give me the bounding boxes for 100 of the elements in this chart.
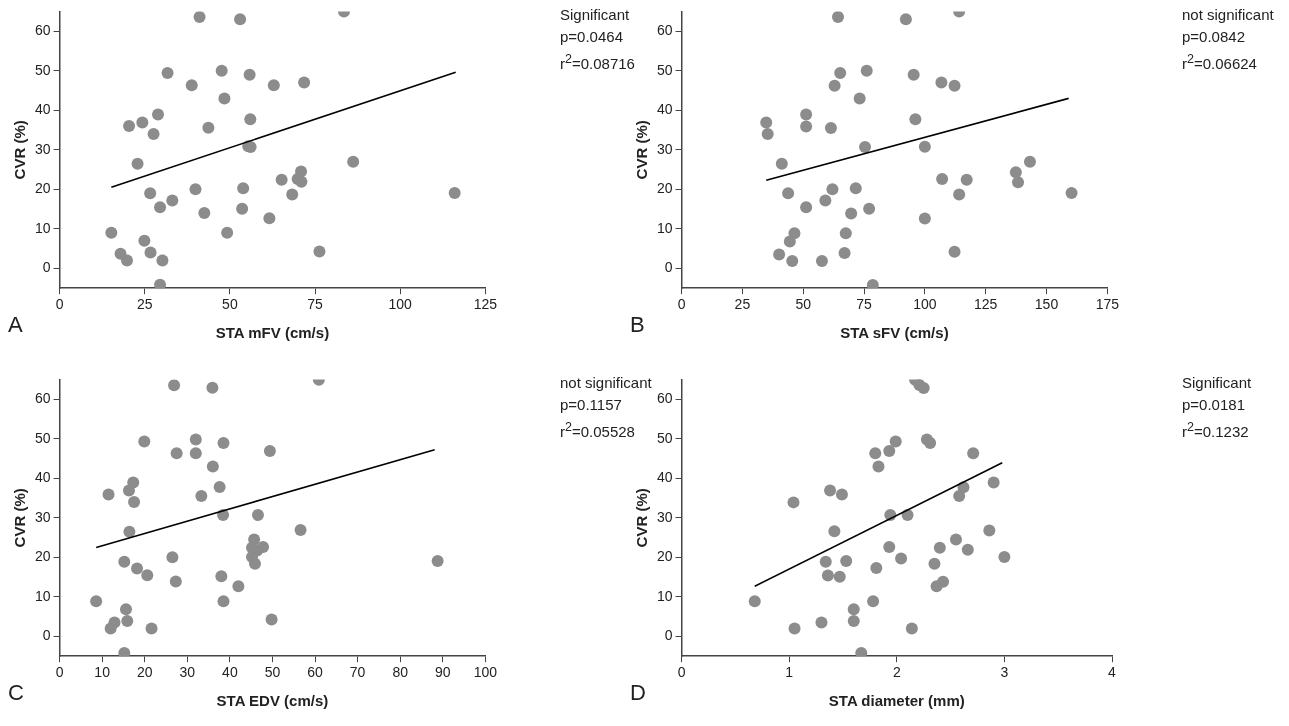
- point: [294, 524, 307, 537]
- x-tick-label: 20: [136, 664, 153, 681]
- point: [987, 476, 1000, 489]
- point: [967, 447, 980, 460]
- point: [917, 382, 930, 395]
- point: [899, 13, 912, 26]
- y-tick-label: 30: [34, 508, 51, 525]
- point: [907, 68, 920, 81]
- point: [863, 202, 876, 215]
- point: [166, 194, 179, 207]
- x-axis-title: STA sFV (cm/s): [840, 324, 949, 342]
- point: [828, 79, 841, 92]
- point: [787, 496, 800, 509]
- point: [298, 76, 311, 89]
- y-tick-label: 30: [34, 140, 51, 157]
- point: [431, 554, 444, 567]
- point: [847, 603, 860, 616]
- text: r$^{2}$=0.06624: [1182, 52, 1257, 72]
- point: [206, 381, 219, 394]
- point: [138, 234, 151, 247]
- point: [832, 11, 844, 23]
- text: Significant: [560, 6, 630, 23]
- point: [819, 555, 832, 568]
- x-tick-label: 4: [1108, 664, 1117, 681]
- x-tick-label: 75: [856, 296, 873, 313]
- y-tick-label: 50: [34, 61, 51, 78]
- point: [883, 444, 896, 457]
- y-axis-title: CVR (%): [633, 488, 651, 548]
- point: [840, 554, 853, 567]
- point: [189, 447, 202, 460]
- point: [866, 279, 879, 289]
- point: [251, 509, 264, 522]
- point: [775, 157, 788, 170]
- point: [949, 533, 962, 546]
- point: [828, 525, 841, 538]
- y-tick-label: 20: [34, 548, 51, 565]
- point: [761, 127, 774, 140]
- text: not significant: [560, 374, 652, 391]
- point: [313, 245, 326, 258]
- point: [102, 488, 115, 501]
- point: [221, 226, 234, 239]
- point: [961, 543, 974, 556]
- y-tick-label: 50: [656, 429, 673, 446]
- point: [265, 613, 278, 626]
- point: [867, 595, 880, 608]
- x-tick-label: 25: [734, 296, 751, 313]
- x-axis-title: STA diameter (mm): [828, 692, 965, 710]
- point: [1065, 186, 1078, 199]
- point: [122, 484, 135, 497]
- y-tick-label: 60: [656, 390, 673, 407]
- y-tick-label: 0: [42, 627, 51, 644]
- point: [267, 79, 280, 92]
- point: [189, 183, 202, 196]
- y-tick-label: 10: [656, 219, 673, 236]
- y-tick-label: 40: [656, 469, 673, 486]
- point: [144, 246, 157, 259]
- point: [202, 121, 215, 134]
- text: C: [8, 680, 24, 706]
- point: [206, 460, 219, 473]
- x-tick-label: 100: [913, 296, 937, 313]
- point: [849, 182, 862, 195]
- y-axis-title: CVR (%): [633, 120, 651, 180]
- point: [147, 127, 160, 140]
- text: r$^{2}$=0.08716: [560, 52, 635, 72]
- point: [948, 79, 961, 92]
- point: [924, 437, 937, 450]
- point: [928, 557, 941, 570]
- y-tick-label: 0: [664, 259, 673, 276]
- x-tick-label: 30: [179, 664, 196, 681]
- point: [195, 490, 208, 503]
- point: [154, 201, 167, 214]
- point: [119, 603, 132, 616]
- y-tick-label: 0: [664, 627, 673, 644]
- point: [347, 155, 360, 168]
- point: [152, 108, 165, 121]
- point: [869, 447, 882, 460]
- text: D: [630, 680, 646, 706]
- y-tick-label: 50: [656, 61, 673, 78]
- point: [748, 595, 761, 608]
- point: [145, 622, 158, 635]
- x-tick-label: 150: [1034, 296, 1059, 313]
- point: [243, 68, 256, 81]
- point: [218, 92, 231, 105]
- point: [263, 444, 276, 457]
- x-tick-label: 50: [222, 296, 238, 313]
- x-tick-label: 80: [392, 664, 409, 681]
- point: [872, 460, 885, 473]
- point: [953, 188, 966, 201]
- x-axis-title: STA mFV (cm/s): [215, 324, 330, 342]
- x-tick-label: 50: [264, 664, 281, 681]
- point: [244, 113, 257, 126]
- x-tick-label: 0: [677, 664, 686, 681]
- point: [960, 173, 973, 186]
- point: [123, 525, 136, 538]
- point: [909, 113, 922, 126]
- text: Significant: [1182, 374, 1252, 391]
- point: [154, 278, 167, 289]
- point: [786, 254, 799, 267]
- point: [215, 570, 228, 583]
- point: [933, 541, 946, 554]
